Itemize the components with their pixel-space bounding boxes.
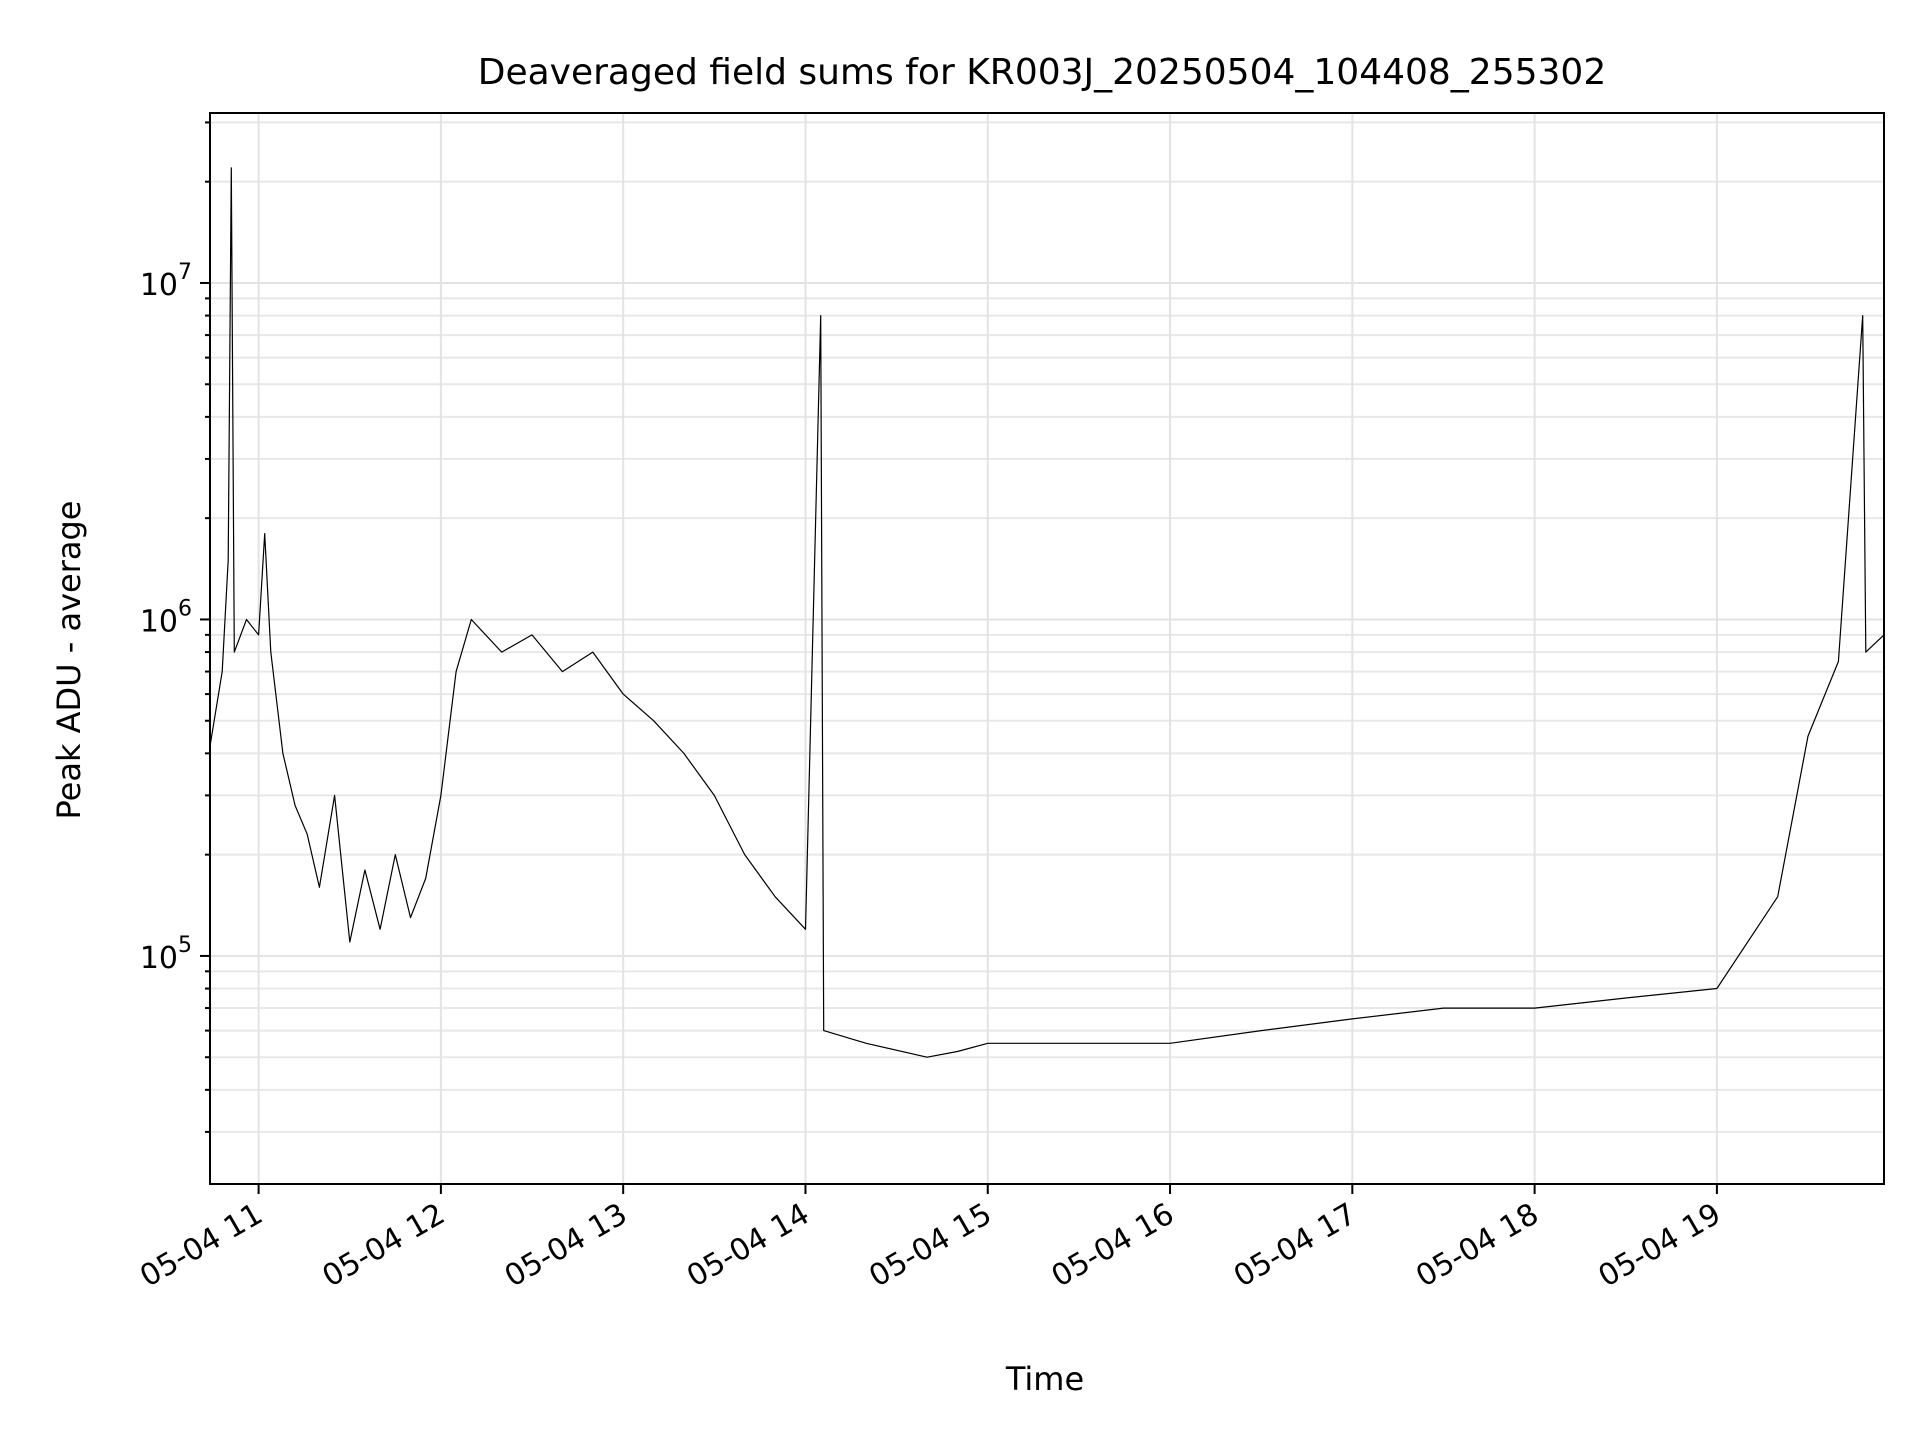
- x-tick-label: 05-04 14: [681, 1197, 815, 1295]
- y-tick-exponent: 5: [178, 933, 192, 958]
- x-tick-label: 05-04 16: [1046, 1197, 1180, 1295]
- x-tick-label: 05-04 15: [863, 1197, 997, 1295]
- series-group: [209, 167, 1885, 1058]
- grid: [210, 113, 1884, 1184]
- y-axis-label: Peak ADU - average: [50, 501, 88, 820]
- x-axis: 05-04 11 05-04 12 05-04 13 05-04 14 05-04 15…: [134, 1184, 1727, 1294]
- y-tick-exponent: 7: [178, 260, 192, 285]
- y-tick-label: 106: [140, 596, 192, 639]
- y-tick-base: 10: [140, 604, 178, 639]
- y-tick-label: 107: [140, 260, 192, 303]
- x-axis-label: Time: [1005, 1360, 1084, 1398]
- y-tick-base: 10: [140, 941, 178, 976]
- y-tick-exponent: 6: [178, 596, 192, 621]
- x-tick-label: 05-04 12: [317, 1197, 451, 1295]
- x-tick-label: 05-04 17: [1228, 1197, 1362, 1295]
- y-tick-base: 10: [140, 268, 178, 303]
- series-line: [209, 167, 1885, 1058]
- y-tick-label: 105: [140, 933, 192, 976]
- x-tick-label: 05-04 19: [1593, 1197, 1727, 1295]
- chart-title: Deaveraged field sums for KR003J_2025050…: [478, 52, 1606, 93]
- x-tick-label: 05-04 18: [1410, 1197, 1544, 1295]
- x-tick-label: 05-04 13: [499, 1197, 633, 1295]
- x-tick-label: 05-04 11: [134, 1197, 268, 1295]
- plot-frame: [209, 112, 1885, 1185]
